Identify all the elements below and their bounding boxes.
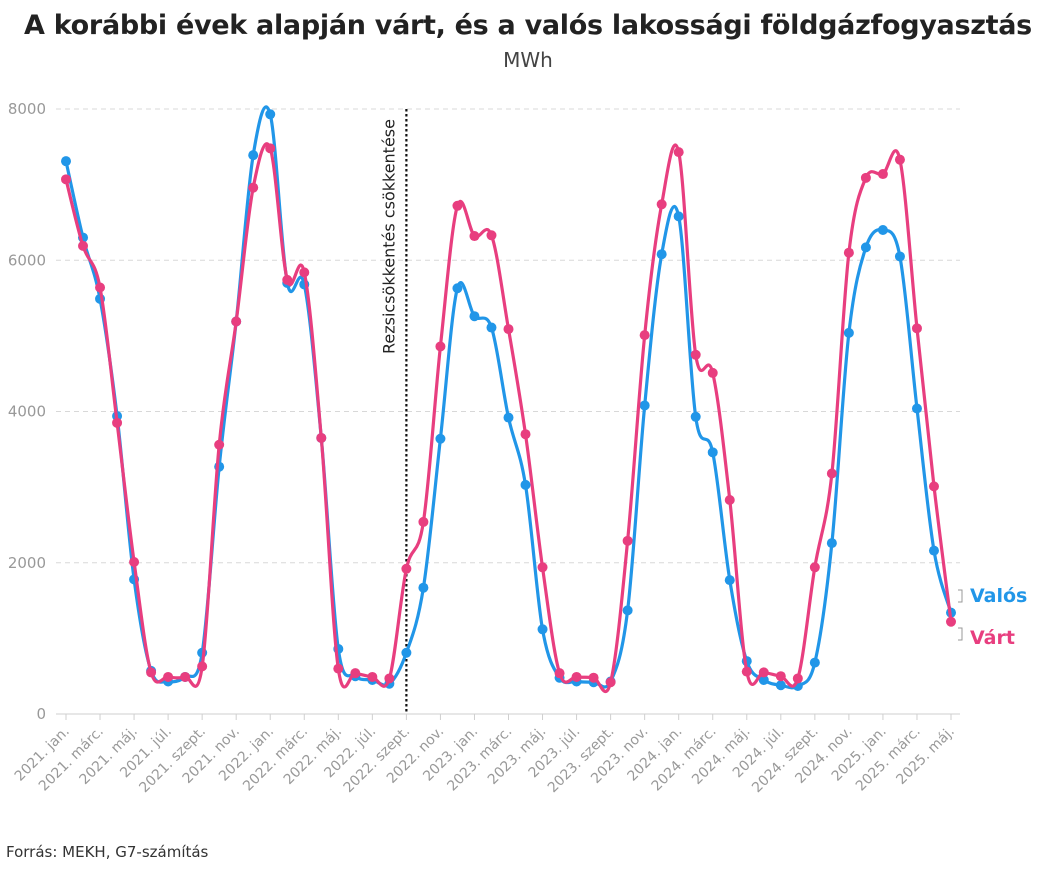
data-point — [758, 667, 769, 678]
annotation-label: Rezsicsökkentés csökkentése — [379, 119, 398, 354]
data-point — [418, 516, 429, 527]
y-tick-label: 6000 — [8, 251, 46, 269]
data-point — [741, 666, 752, 677]
data-point — [911, 403, 922, 414]
data-point — [707, 367, 718, 378]
chart-title: A korábbi évek alapján várt, és a valós … — [24, 10, 1032, 41]
data-point — [554, 668, 565, 679]
data-point — [775, 680, 786, 691]
data-point — [503, 324, 514, 335]
data-point — [435, 341, 446, 352]
data-point — [486, 230, 497, 241]
data-point — [946, 616, 956, 627]
data-point — [129, 556, 140, 567]
data-point — [265, 143, 276, 154]
data-point — [95, 282, 106, 293]
data-point — [299, 267, 310, 278]
data-point — [809, 657, 820, 668]
y-tick-label: 8000 — [8, 100, 46, 118]
data-point — [622, 535, 633, 546]
data-point — [384, 673, 395, 684]
data-point — [911, 323, 922, 334]
y-tick-label: 2000 — [8, 554, 46, 572]
data-point — [61, 156, 71, 167]
data-point — [639, 400, 650, 411]
data-point — [350, 668, 361, 679]
data-point — [928, 545, 939, 556]
data-point — [690, 349, 701, 360]
data-point — [248, 182, 259, 193]
data-point — [469, 231, 480, 242]
data-point — [894, 154, 905, 165]
data-point — [877, 225, 888, 235]
data-point — [843, 247, 854, 258]
data-point — [860, 242, 871, 253]
data-point — [367, 671, 378, 682]
data-point — [656, 249, 667, 260]
chart-subtitle: MWh — [503, 48, 553, 72]
data-point — [775, 671, 786, 682]
data-point — [163, 671, 174, 682]
data-point — [588, 672, 599, 683]
y-tick-label: 0 — [36, 705, 46, 723]
data-point — [690, 411, 701, 422]
data-point — [197, 661, 208, 672]
data-point — [452, 283, 463, 294]
data-point — [401, 647, 412, 658]
data-point — [486, 322, 497, 333]
data-point — [520, 479, 531, 490]
data-point — [809, 562, 820, 573]
data-point — [894, 251, 905, 262]
data-point — [248, 150, 259, 161]
data-point — [928, 481, 939, 492]
data-point — [673, 147, 684, 158]
data-point — [843, 327, 854, 338]
data-point — [316, 432, 327, 443]
data-point — [231, 316, 242, 327]
data-point — [792, 673, 803, 684]
end-label-valos: Valós — [970, 585, 1027, 607]
data-point — [860, 172, 871, 183]
data-point — [333, 663, 344, 674]
source-note: Forrás: MEKH, G7-számítás — [6, 843, 209, 861]
data-point — [78, 240, 89, 251]
data-point — [673, 211, 684, 222]
data-point — [877, 169, 888, 180]
y-tick-label: 4000 — [8, 403, 46, 421]
data-point — [61, 174, 71, 185]
data-point — [622, 605, 633, 616]
data-point — [418, 582, 429, 593]
data-point — [146, 667, 157, 678]
data-point — [605, 677, 616, 688]
data-point — [656, 199, 667, 210]
data-point — [469, 311, 480, 322]
data-point — [758, 674, 769, 685]
data-point — [401, 563, 412, 574]
data-point — [282, 274, 293, 285]
data-point — [520, 429, 531, 440]
end-label-bracket — [958, 589, 963, 603]
data-point — [452, 200, 463, 211]
data-point — [639, 330, 650, 341]
data-point — [265, 109, 276, 120]
data-point — [724, 575, 735, 586]
series-line-valos — [64, 105, 953, 690]
data-point — [112, 417, 123, 428]
data-point — [826, 468, 837, 479]
data-point — [571, 671, 582, 682]
data-point — [707, 447, 718, 458]
data-point — [214, 439, 225, 450]
data-point — [180, 671, 191, 682]
data-point — [503, 412, 514, 423]
end-label-vart: Várt — [970, 627, 1015, 649]
data-point — [826, 538, 837, 549]
data-point — [435, 433, 446, 444]
data-point — [537, 624, 548, 635]
end-label-bracket — [958, 627, 963, 641]
data-point — [724, 494, 735, 505]
data-point — [537, 562, 548, 573]
